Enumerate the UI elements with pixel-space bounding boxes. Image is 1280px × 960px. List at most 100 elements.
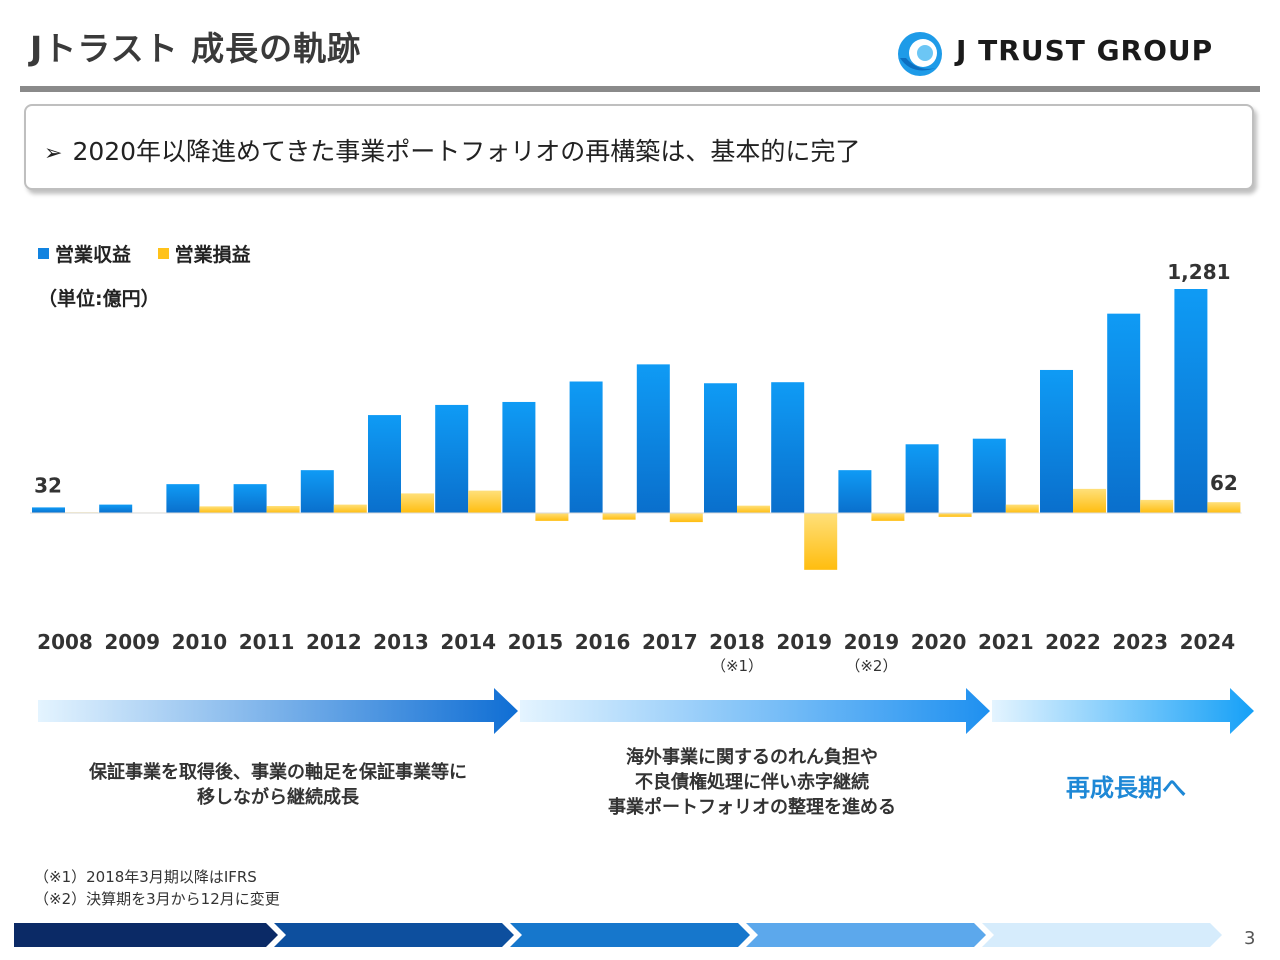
phase-arrow-3 bbox=[992, 688, 1254, 734]
footer-chevron-3 bbox=[510, 923, 750, 947]
bar-profit-2014-6 bbox=[468, 490, 502, 513]
tick-label-2019-12: 2019 bbox=[844, 630, 900, 654]
phase-2-line-2: 不良債権処理に伴い赤字継続 bbox=[635, 772, 869, 793]
tick-label-2011-3: 2011 bbox=[239, 630, 295, 654]
phase-arrow-2 bbox=[520, 688, 990, 734]
tick-label-2018-10: 2018 bbox=[709, 630, 765, 654]
phase-1-line-1: 保証事業を取得後、事業の軸足を保証事業等に bbox=[89, 762, 467, 783]
tick-label-2019-11: 2019 bbox=[776, 630, 832, 654]
bar-revenue-2019-11 bbox=[771, 382, 805, 513]
footer-chevron-2 bbox=[274, 923, 514, 947]
tick-label-2017-9: 2017 bbox=[642, 630, 698, 654]
data-label-revenue-2008: 32 bbox=[34, 473, 62, 497]
tick-label-2016-8: 2016 bbox=[575, 630, 631, 654]
phase-3-line-1: 再成長期へ bbox=[1066, 774, 1186, 802]
legend-swatch-revenue bbox=[38, 248, 49, 259]
page-number: 3 bbox=[1244, 928, 1256, 949]
bar-profit-2010-2 bbox=[199, 506, 233, 513]
bar-revenue-2016-8 bbox=[569, 381, 603, 513]
key-message-box: ➢ 2020年以降進めてきた事業ポートフォリオの再構築は、基本的に完了 bbox=[24, 104, 1254, 190]
data-label-revenue-2024: 1,281 bbox=[1167, 260, 1230, 284]
tick-label-2021-14: 2021 bbox=[978, 630, 1034, 654]
bar-profit-2019-12 bbox=[871, 513, 905, 521]
bar-revenue-2019-12 bbox=[838, 470, 872, 513]
legend-swatch-profit bbox=[157, 248, 169, 259]
bar-revenue-2012-4 bbox=[300, 470, 334, 513]
bar-revenue-2017-9 bbox=[636, 364, 670, 513]
tick-label-2022-15: 2022 bbox=[1045, 630, 1101, 654]
bar-revenue-2014-6 bbox=[435, 404, 469, 513]
tick-label-2014-6: 2014 bbox=[440, 630, 496, 654]
legend-item-revenue: 営業収益 bbox=[38, 240, 131, 267]
bar-profit-2021-14 bbox=[1005, 504, 1039, 513]
tick-label-2008-0: 2008 bbox=[37, 630, 93, 654]
tick-label-2015-7: 2015 bbox=[508, 630, 564, 654]
footer-chevron-1 bbox=[14, 923, 278, 947]
tick-label-2020-13: 2020 bbox=[911, 630, 967, 654]
tick-label-2009-1: 2009 bbox=[104, 630, 160, 654]
tick-note-2018-10: （※1） bbox=[711, 657, 763, 675]
bar-revenue-2024-17 bbox=[1174, 289, 1208, 513]
slide-title: Jトラスト 成長の軌跡 bbox=[30, 29, 362, 68]
data-label-profit-2024: 62 bbox=[1210, 471, 1238, 495]
bar-profit-2022-15 bbox=[1073, 488, 1106, 513]
footnote-2: （※2）決算期を3月から12月に変更 bbox=[34, 890, 280, 908]
footnotes: （※1）2018年3月期以降はIFRS （※2）決算期を3月から12月に変更 bbox=[34, 866, 280, 910]
title-divider bbox=[20, 86, 1260, 92]
phase-2-description: 海外事業に関するのれん負担や 不良債権処理に伴い赤字継続 事業ポートフォリオの整… bbox=[522, 745, 982, 820]
bar-revenue-2010-2 bbox=[166, 484, 200, 513]
tick-label-2023-16: 2023 bbox=[1112, 630, 1168, 654]
unit-label: （単位:億円） bbox=[38, 288, 160, 310]
legend-label-revenue: 営業収益 bbox=[55, 244, 132, 266]
phase-2-line-3: 事業ポートフォリオの整理を進める bbox=[608, 797, 896, 818]
data-labels: 32 1,281 62 bbox=[34, 260, 1238, 497]
phase-3-description: 再成長期へ bbox=[996, 776, 1256, 801]
bar-profit-2012-4 bbox=[333, 504, 367, 513]
bar-profit-2013-5 bbox=[401, 493, 434, 513]
bar-profit-2018-10 bbox=[737, 505, 770, 513]
jtrust-swirl-logo-icon bbox=[898, 32, 942, 76]
tick-label-2013-5: 2013 bbox=[373, 630, 429, 654]
phase-arrow-1 bbox=[38, 688, 518, 734]
bar-profit-2024-17 bbox=[1207, 502, 1241, 513]
bar-profit-2016-8 bbox=[602, 513, 636, 520]
footer-chevron-5 bbox=[982, 923, 1222, 947]
footnote-1: （※1）2018年3月期以降はIFRS bbox=[34, 868, 257, 886]
tick-note-2019-12: （※2） bbox=[845, 657, 897, 675]
profit-series bbox=[65, 488, 1241, 570]
phase-1-line-2: 移しながら継続成長 bbox=[197, 787, 359, 808]
tick-label-2024-17: 2024 bbox=[1180, 630, 1236, 654]
bar-profit-2023-16 bbox=[1140, 499, 1174, 513]
bar-revenue-2009-1 bbox=[99, 504, 133, 513]
bar-revenue-2015-7 bbox=[502, 401, 536, 513]
bar-revenue-2008-0 bbox=[32, 507, 65, 513]
legend-item-profit: 営業損益 bbox=[157, 240, 251, 267]
bar-revenue-2020-13 bbox=[905, 444, 939, 513]
bar-profit-2011-3 bbox=[266, 506, 300, 513]
bar-revenue-2013-5 bbox=[368, 415, 401, 513]
arrow-bullet-icon: ➢ bbox=[44, 141, 63, 166]
phase-2-line-1: 海外事業に関するのれん負担や bbox=[626, 747, 878, 768]
phase-1-description: 保証事業を取得後、事業の軸足を保証事業等に 移しながら継続成長 bbox=[38, 760, 518, 810]
bar-profit-2020-13 bbox=[938, 513, 972, 517]
bar-profit-2019-11 bbox=[804, 513, 838, 570]
bar-revenue-2023-16 bbox=[1107, 313, 1141, 513]
tick-label-2010-2: 2010 bbox=[172, 630, 228, 654]
bar-profit-2015-7 bbox=[535, 513, 569, 521]
logo-text: J TRUST GROUP bbox=[956, 34, 1214, 67]
bar-revenue-2021-14 bbox=[972, 438, 1006, 513]
bar-revenue-2018-10 bbox=[704, 383, 737, 513]
chart-legend: 営業収益 営業損益 bbox=[38, 240, 271, 267]
x-axis-tick-labels: 2008 2009 2010 2011 2012 2013 2014 2015 2016 2017… bbox=[37, 630, 1235, 675]
key-message-text: 2020年以降進めてきた事業ポートフォリオの再構築は、基本的に完了 bbox=[72, 137, 861, 166]
bar-profit-2017-9 bbox=[669, 513, 703, 523]
company-logo: J TRUST GROUP bbox=[892, 28, 1262, 80]
legend-label-profit: 営業損益 bbox=[174, 244, 251, 266]
bar-revenue-2022-15 bbox=[1040, 369, 1073, 513]
key-message: ➢ 2020年以降進めてきた事業ポートフォリオの再構築は、基本的に完了 bbox=[44, 132, 860, 168]
tick-label-2012-4: 2012 bbox=[306, 630, 362, 654]
bar-revenue-2011-3 bbox=[233, 484, 267, 513]
footer-chevron-4 bbox=[746, 923, 986, 947]
